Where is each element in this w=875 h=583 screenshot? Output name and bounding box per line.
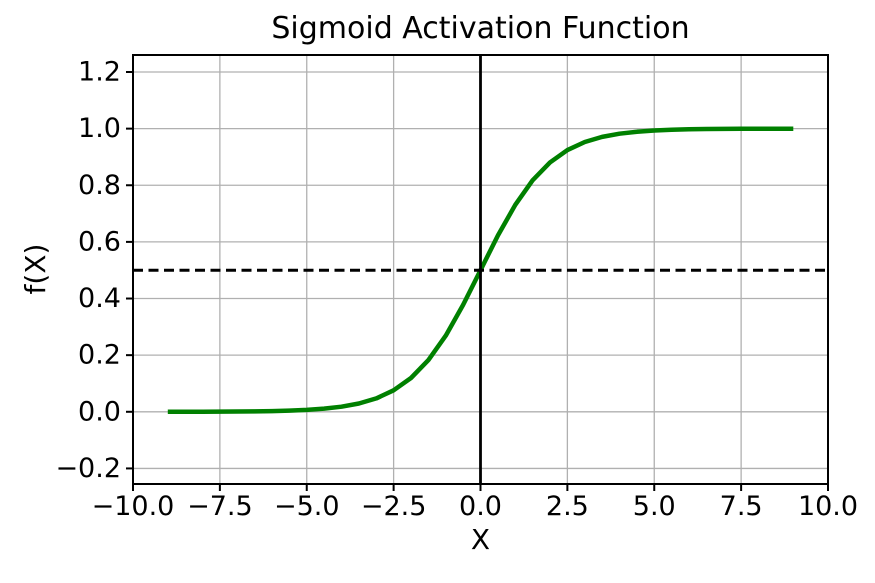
- x-tick-label: −10.0: [92, 491, 175, 522]
- y-tick-label: 0.8: [78, 170, 121, 201]
- x-tick-label: 5.0: [633, 491, 676, 522]
- y-tick-label: 1.0: [78, 113, 121, 144]
- y-tick-label: 0.6: [78, 226, 121, 257]
- y-tick-label: 0.4: [78, 283, 121, 314]
- x-tick-label: 0.0: [459, 491, 502, 522]
- x-tick-label: −7.5: [187, 491, 253, 522]
- y-tick-label: 0.0: [78, 396, 121, 427]
- x-tick-label: 2.5: [546, 491, 589, 522]
- x-tick-label: −2.5: [361, 491, 427, 522]
- x-tick-label: 10.0: [798, 491, 858, 522]
- chart-title: Sigmoid Activation Function: [271, 11, 690, 46]
- x-tick-label: −5.0: [274, 491, 340, 522]
- y-tick-label: 1.2: [78, 56, 121, 87]
- y-tick-label: 0.2: [78, 340, 121, 371]
- x-axis-label: X: [470, 523, 491, 556]
- x-tick-label: 7.5: [720, 491, 763, 522]
- y-tick-label: −0.2: [55, 453, 121, 484]
